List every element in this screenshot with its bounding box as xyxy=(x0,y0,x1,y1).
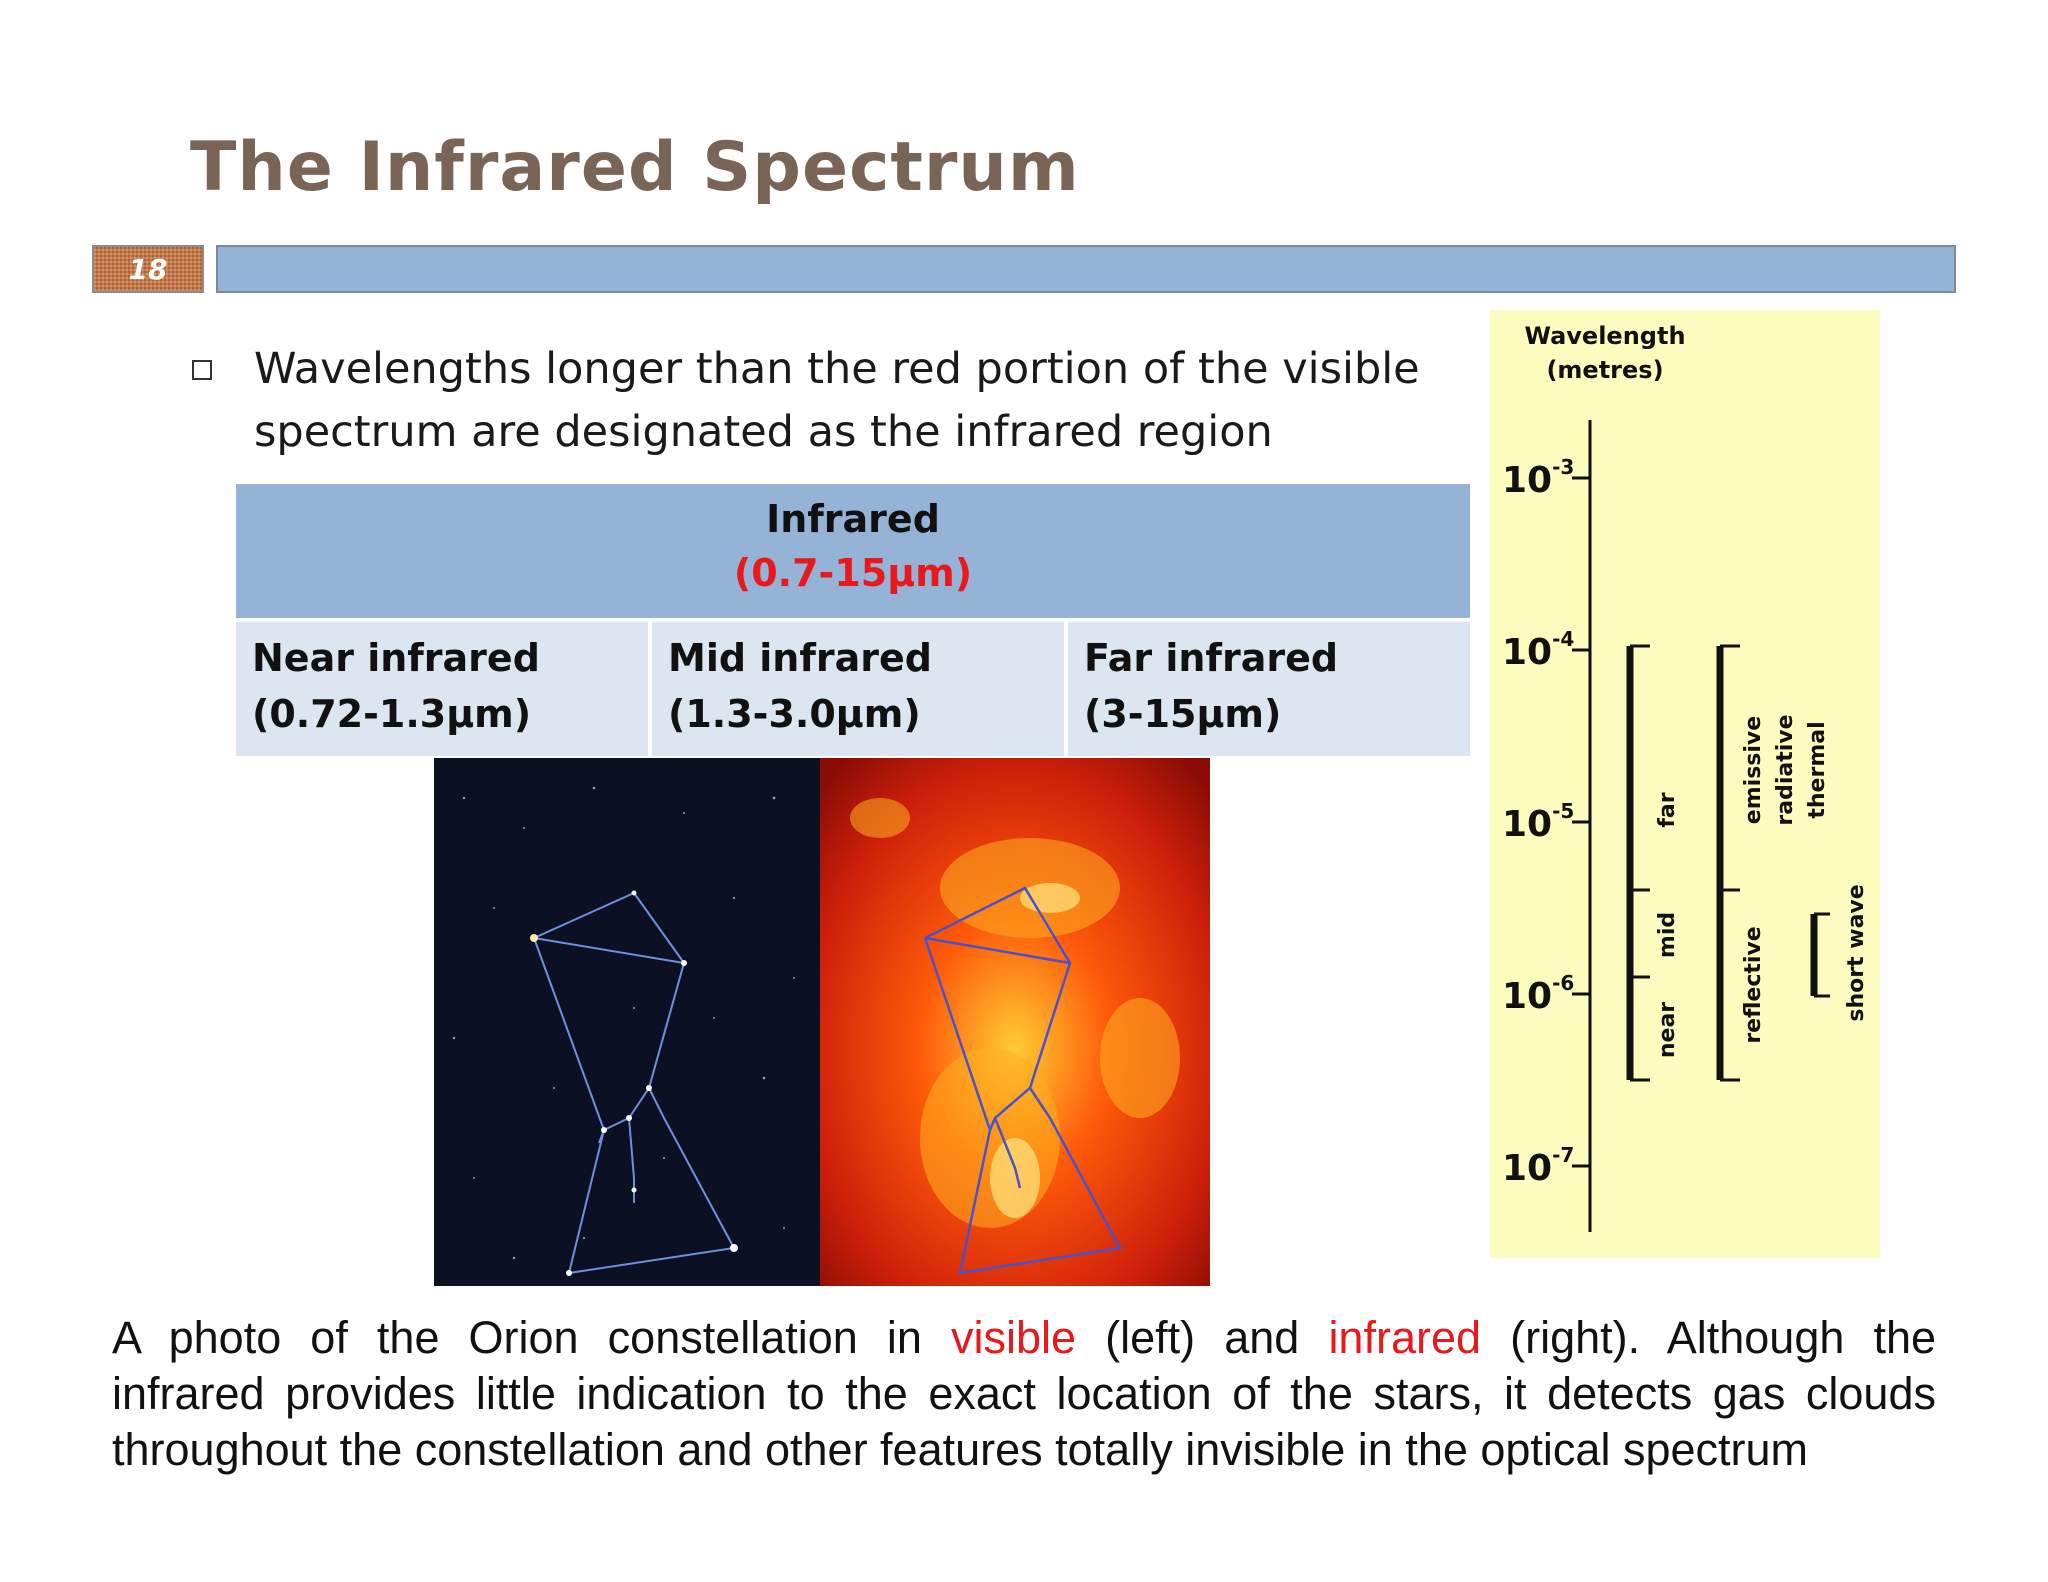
band-short-wave: short wave xyxy=(1844,884,1869,1021)
table-cell-near: Near infrared (0.72-1.3µm) xyxy=(236,622,648,756)
band-mid: mid xyxy=(1655,912,1680,958)
cell-name: Mid infrared xyxy=(668,636,932,680)
orion-visible-image xyxy=(434,758,820,1286)
band-far: far xyxy=(1655,792,1680,827)
chart-title-line2: (metres) xyxy=(1546,356,1663,384)
tick-label: 10-7 xyxy=(1502,1143,1574,1189)
table-cell-far: Far infrared (3-15µm) xyxy=(1068,622,1470,756)
table-header: Infrared (0.7-15µm) xyxy=(236,484,1470,618)
cell-name: Far infrared xyxy=(1084,636,1339,680)
chart-title-line1: Wavelength xyxy=(1524,322,1685,350)
cell-range: (1.3-3.0µm) xyxy=(668,692,921,736)
bullet-text: Wavelengths longer than the red portion … xyxy=(254,344,1420,457)
title-bar xyxy=(216,245,1956,293)
band-thermal: thermal xyxy=(1805,721,1830,818)
table-cell-mid: Mid infrared (1.3-3.0µm) xyxy=(652,622,1064,756)
band-reflective: reflective xyxy=(1741,926,1766,1043)
infrared-table: Infrared (0.7-15µm) Near infrared (0.72-… xyxy=(232,480,1474,760)
table-header-range: (0.7-15µm) xyxy=(733,551,973,595)
slide-title: The Infrared Spectrum xyxy=(190,128,1080,207)
caption-word-infrared: infrared xyxy=(1328,1312,1482,1363)
table-header-title: Infrared xyxy=(766,497,940,541)
caption-word-visible: visible xyxy=(951,1312,1077,1363)
orion-infrared-image xyxy=(820,758,1210,1286)
caption-line-3: throughout the constellation and other f… xyxy=(112,1424,1809,1475)
caption-line-1: A photo of the Orion constellation in vi… xyxy=(112,1312,1937,1363)
bullet-marker xyxy=(192,360,212,380)
caption: A photo of the Orion constellation in vi… xyxy=(112,1310,1936,1478)
band-emissive: emissive xyxy=(1741,716,1766,824)
cell-range: (0.72-1.3µm) xyxy=(252,692,532,736)
band-radiative: radiative xyxy=(1773,714,1798,825)
caption-line-2: infrared provides little indication to t… xyxy=(112,1368,1936,1419)
cell-range: (3-15µm) xyxy=(1084,692,1282,736)
wavelength-chart: Wavelength (metres) 10-310-410-510-610-7… xyxy=(1490,310,1880,1258)
cell-name: Near infrared xyxy=(252,636,540,680)
band-near: near xyxy=(1655,1002,1680,1058)
slide-number: 18 xyxy=(92,245,204,293)
